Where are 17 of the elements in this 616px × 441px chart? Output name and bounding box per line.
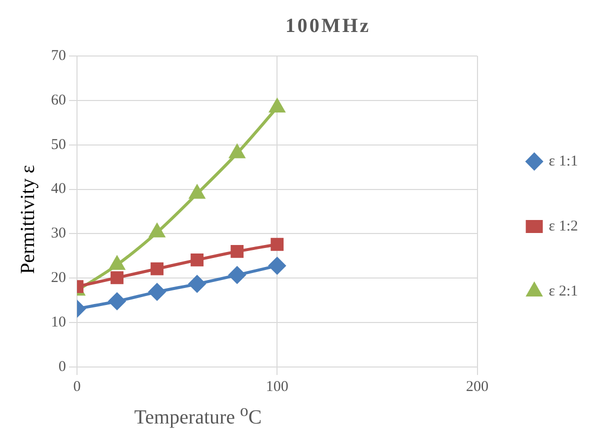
- x-tick-label: 0: [73, 378, 81, 395]
- chart-title: 100MHz: [284, 14, 372, 39]
- legend-label: ε 1:1: [548, 153, 578, 170]
- y-tick-label: 10: [51, 314, 66, 331]
- y-tick-label: 50: [51, 136, 66, 153]
- y-axis-title: Permittivity ε: [16, 164, 40, 274]
- y-tick-label: 60: [51, 92, 66, 108]
- y-tick-label: 70: [51, 48, 66, 64]
- legend-label: ε 1:2: [548, 218, 578, 234]
- x-axis-title: Temperature $^{o}$C: [133, 401, 263, 430]
- y-tick-label: 20: [51, 270, 66, 286]
- legend-label: ε 2:1: [548, 283, 578, 300]
- y-tick-label: 0: [58, 358, 66, 375]
- x-tick-label: 100: [266, 378, 288, 395]
- y-tick-label: 30: [51, 226, 66, 242]
- y-tick-label: 40: [51, 181, 66, 198]
- x-tick-label: 200: [466, 378, 489, 395]
